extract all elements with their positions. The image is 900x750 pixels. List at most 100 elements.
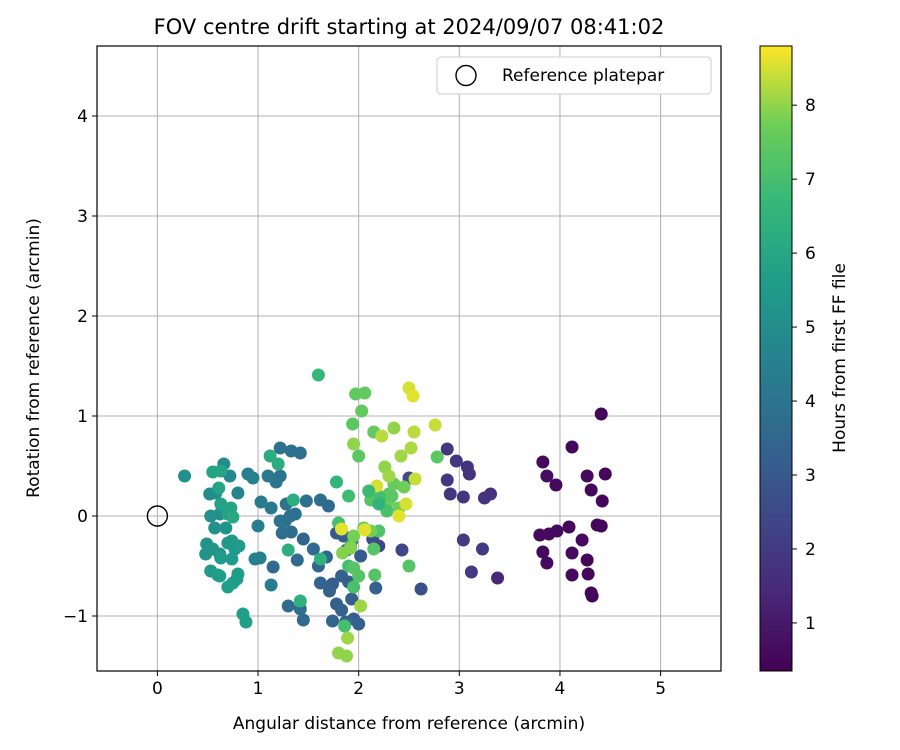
- colorbar-tick-label: 7: [805, 170, 816, 190]
- data-point: [395, 543, 409, 557]
- data-point: [271, 457, 285, 471]
- data-point: [338, 619, 352, 633]
- x-tick-label: 2: [353, 679, 364, 699]
- data-point: [562, 520, 576, 534]
- data-point: [402, 559, 416, 573]
- data-point: [491, 571, 505, 585]
- colorbar-tick-label: 4: [805, 392, 816, 412]
- data-point: [352, 449, 366, 463]
- legend-box: [436, 56, 712, 95]
- y-tick-label: −1: [63, 607, 88, 627]
- data-point: [549, 478, 563, 492]
- data-point: [375, 429, 389, 443]
- data-point: [540, 469, 554, 483]
- data-point: [266, 560, 280, 574]
- data-point: [335, 522, 349, 536]
- data-point: [440, 473, 454, 487]
- data-point: [330, 475, 344, 489]
- data-point: [299, 494, 313, 508]
- colorbar: 1 2 3 4 5 6 7 8 Hours from first FF file: [759, 45, 850, 672]
- colorbar-tick-label: 2: [805, 540, 816, 560]
- data-point: [286, 493, 300, 507]
- colorbar-label: Hours from first FF file: [830, 263, 850, 453]
- data-point: [536, 545, 550, 559]
- data-point: [355, 404, 369, 418]
- data-point: [347, 529, 361, 543]
- x-tick-label: 0: [152, 679, 163, 699]
- data-point: [313, 552, 327, 566]
- data-point: [347, 437, 361, 451]
- data-point: [254, 495, 268, 509]
- data-point: [281, 543, 295, 557]
- data-point: [212, 481, 226, 495]
- y-tick-label: 1: [77, 407, 88, 427]
- data-point: [580, 469, 594, 483]
- data-point: [264, 501, 278, 515]
- data-point: [336, 546, 350, 560]
- data-point: [581, 567, 595, 581]
- data-point: [368, 568, 382, 582]
- data-point: [239, 615, 253, 629]
- data-point: [290, 553, 304, 567]
- x-tick-label: 1: [253, 679, 264, 699]
- data-point: [580, 553, 594, 567]
- y-tick-label: 0: [77, 507, 88, 527]
- legend-marker-reference: [455, 64, 477, 87]
- data-point: [404, 441, 418, 455]
- data-point: [428, 418, 442, 432]
- data-point: [382, 469, 396, 483]
- data-point: [449, 454, 463, 468]
- data-point: [408, 472, 422, 486]
- colorbar-tick-label: 3: [805, 466, 816, 486]
- data-point: [213, 569, 227, 583]
- data-point: [296, 613, 310, 627]
- data-point: [550, 524, 564, 538]
- data-point: [594, 407, 608, 421]
- data-point: [394, 449, 408, 463]
- data-point: [565, 440, 579, 454]
- x-tick-label: 5: [655, 679, 666, 699]
- data-point: [584, 483, 598, 497]
- data-point: [241, 467, 255, 481]
- data-point: [367, 542, 381, 556]
- colorbar-ticks: 1 2 3 4 5 6 7 8: [792, 96, 816, 634]
- data-point: [263, 449, 277, 463]
- y-axis-ticks: −1 0 1 2 3 4: [63, 107, 97, 627]
- data-point: [208, 521, 222, 535]
- data-point: [352, 617, 366, 631]
- data-point: [392, 509, 406, 523]
- legend-label-reference: Reference platepar: [502, 66, 664, 86]
- data-point: [464, 565, 478, 579]
- colorbar-tick-label: 6: [805, 244, 816, 264]
- data-point: [214, 551, 228, 565]
- data-point: [341, 631, 355, 645]
- data-point: [430, 450, 444, 464]
- x-axis-ticks: 0 1 2 3 4 5: [152, 671, 666, 699]
- data-point: [288, 507, 302, 521]
- data-point: [575, 533, 589, 547]
- data-points: [146, 368, 612, 663]
- data-point: [399, 497, 413, 511]
- data-point: [232, 539, 246, 553]
- data-point: [253, 551, 267, 565]
- x-tick-label: 4: [555, 679, 566, 699]
- y-axis-label: Rotation from reference (arcmin): [24, 218, 44, 498]
- data-point: [178, 469, 192, 483]
- data-point: [456, 533, 470, 547]
- data-point: [335, 603, 349, 617]
- data-point: [340, 649, 354, 663]
- data-point: [358, 523, 372, 537]
- data-point: [594, 519, 608, 533]
- plot-frame: [96, 45, 722, 672]
- data-point: [273, 514, 287, 528]
- data-point: [598, 467, 612, 481]
- data-point: [345, 592, 359, 606]
- data-point: [264, 578, 278, 592]
- data-point: [326, 614, 340, 628]
- data-point: [225, 552, 239, 566]
- data-point: [261, 469, 275, 483]
- data-point: [443, 487, 457, 501]
- data-point: [595, 494, 609, 508]
- data-point: [214, 497, 228, 511]
- data-point: [221, 580, 235, 594]
